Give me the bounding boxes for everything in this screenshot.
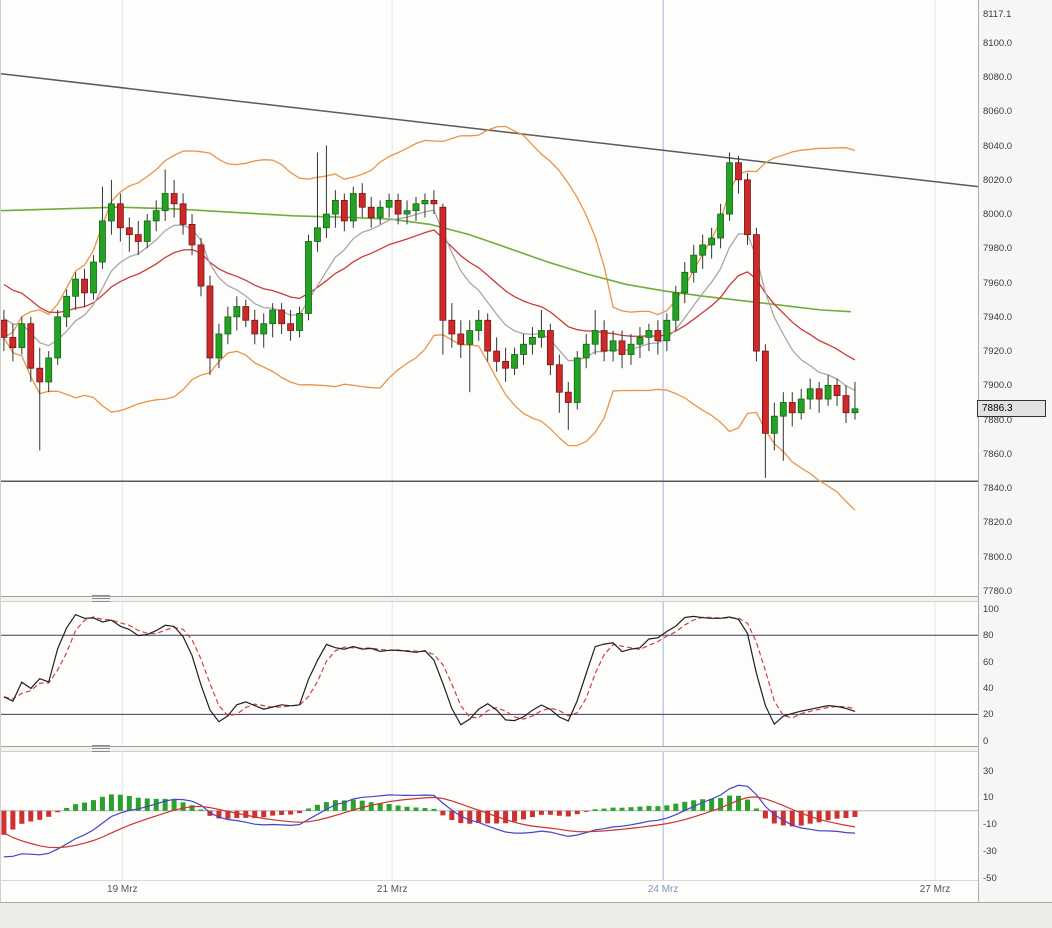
stochastic-tick-label: 80 xyxy=(983,630,994,642)
macd-tick-label: -10 xyxy=(983,819,997,831)
time-label: 19 Mrz xyxy=(107,884,138,895)
stochastic-tick-label: 20 xyxy=(983,709,994,721)
stochastic-tick-label: 100 xyxy=(983,603,999,615)
macd-tick-label: 30 xyxy=(983,765,994,777)
price-tick-label: 8040.0 xyxy=(983,140,1013,152)
price-tick-label: 7860.0 xyxy=(983,448,1013,460)
chart-canvas[interactable] xyxy=(0,0,978,902)
price-tick-label: 8080.0 xyxy=(983,72,1013,84)
macd-tick-label: -50 xyxy=(983,873,997,884)
price-tick-label: 8000.0 xyxy=(983,209,1013,221)
price-axis[interactable]: 8117.1 8100.0 8080.0 8060.0 8040.0 8020.0 8000… xyxy=(978,0,1052,902)
macd-panel-resize-handle[interactable] xyxy=(92,743,110,752)
price-tick-label: 7900.0 xyxy=(983,380,1013,392)
macd-tick-label: -30 xyxy=(983,846,997,858)
stochastic-tick-label: 40 xyxy=(983,683,994,694)
price-tick-label: 8060.0 xyxy=(983,106,1013,118)
time-label: 21 Mrz xyxy=(376,884,408,895)
price-tick-label: 7820.0 xyxy=(983,517,1013,529)
grip-icon xyxy=(92,595,110,604)
price-tick-label: 7980.0 xyxy=(983,243,1013,255)
stochastic-tick-label: 60 xyxy=(983,656,994,668)
time-label: 24 Mrz xyxy=(647,884,679,895)
price-tick-label: 7780.0 xyxy=(983,585,1013,597)
price-tick-label: 8020.0 xyxy=(983,174,1013,186)
price-tick-label: 8100.0 xyxy=(983,37,1013,49)
stochastic-tick-label: 0 xyxy=(983,735,989,747)
price-tick-label: 7880.0 xyxy=(983,414,1013,426)
price-tick-label: 7800.0 xyxy=(983,551,1013,563)
time-label: 27 Mrz xyxy=(919,884,951,895)
price-tick-label: 7960.0 xyxy=(983,277,1013,289)
price-tick-label: 7940.0 xyxy=(983,311,1013,323)
macd-tick-label: 10 xyxy=(983,792,994,804)
time-axis[interactable]: 19 Mrz 21 Mrz 24 Mrz 27 Mrz xyxy=(0,880,978,902)
price-tick-label: 7840.0 xyxy=(983,483,1013,495)
grip-icon xyxy=(92,745,110,754)
price-tick-label: 7920.0 xyxy=(983,346,1013,358)
price-tick-label: 8117.1 xyxy=(983,8,1012,20)
stochastic-panel-resize-handle[interactable] xyxy=(92,593,110,602)
current-price-label: 7886.3 xyxy=(977,400,1046,418)
bottom-toolbar-strip xyxy=(0,902,1052,928)
